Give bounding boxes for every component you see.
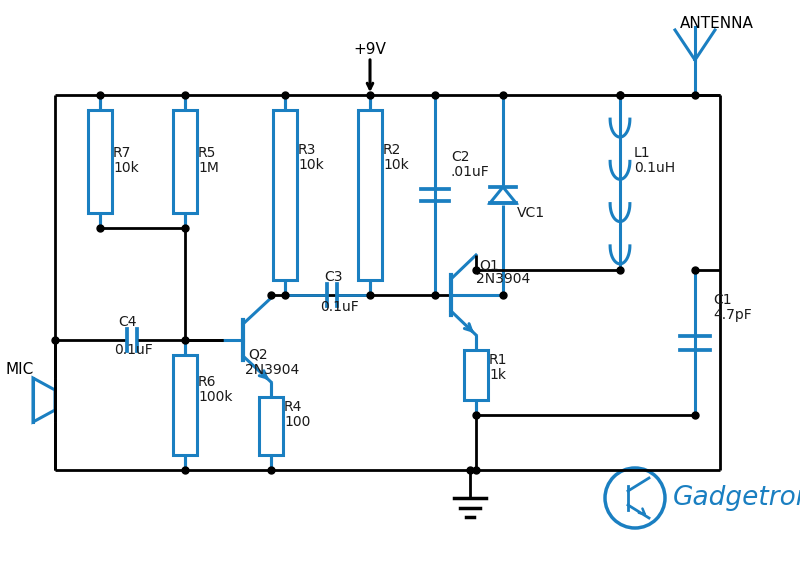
Text: MIC: MIC — [6, 362, 34, 378]
Text: 100k: 100k — [198, 390, 233, 404]
FancyBboxPatch shape — [464, 350, 488, 400]
Text: 0.1uF: 0.1uF — [114, 343, 153, 357]
Text: Q1: Q1 — [479, 258, 498, 272]
Text: VC1: VC1 — [517, 206, 545, 220]
Text: 0.1uH: 0.1uH — [634, 161, 675, 175]
Text: 1k: 1k — [489, 368, 506, 382]
Text: Q2: Q2 — [248, 348, 268, 362]
Text: R6: R6 — [198, 375, 217, 389]
Text: C2: C2 — [451, 150, 470, 164]
Text: 2N3904: 2N3904 — [245, 363, 299, 377]
Text: ANTENNA: ANTENNA — [680, 16, 754, 30]
Text: L1: L1 — [634, 146, 650, 160]
Text: R4: R4 — [284, 400, 302, 414]
Text: C4: C4 — [118, 315, 137, 329]
Text: R3: R3 — [298, 143, 316, 157]
Text: R2: R2 — [383, 143, 402, 157]
Text: C1: C1 — [713, 293, 732, 307]
FancyBboxPatch shape — [358, 110, 382, 280]
Text: 4.7pF: 4.7pF — [713, 308, 752, 322]
FancyBboxPatch shape — [88, 110, 112, 213]
Text: 10k: 10k — [383, 158, 409, 172]
Text: Gadgetronicx: Gadgetronicx — [673, 485, 800, 511]
Text: C3: C3 — [324, 270, 342, 284]
Text: 0.1uF: 0.1uF — [320, 300, 358, 314]
FancyBboxPatch shape — [173, 355, 197, 455]
FancyBboxPatch shape — [173, 110, 197, 213]
FancyBboxPatch shape — [273, 110, 297, 280]
Text: R5: R5 — [198, 146, 216, 160]
Text: 10k: 10k — [113, 161, 138, 175]
Text: R1: R1 — [489, 353, 507, 367]
Text: 2N3904: 2N3904 — [476, 272, 530, 286]
Text: 100: 100 — [284, 415, 310, 429]
Text: +9V: +9V — [354, 42, 386, 57]
Text: .01uF: .01uF — [451, 165, 490, 179]
Text: R7: R7 — [113, 146, 131, 160]
FancyBboxPatch shape — [259, 397, 283, 455]
Text: 10k: 10k — [298, 158, 324, 172]
Text: 1M: 1M — [198, 161, 219, 175]
